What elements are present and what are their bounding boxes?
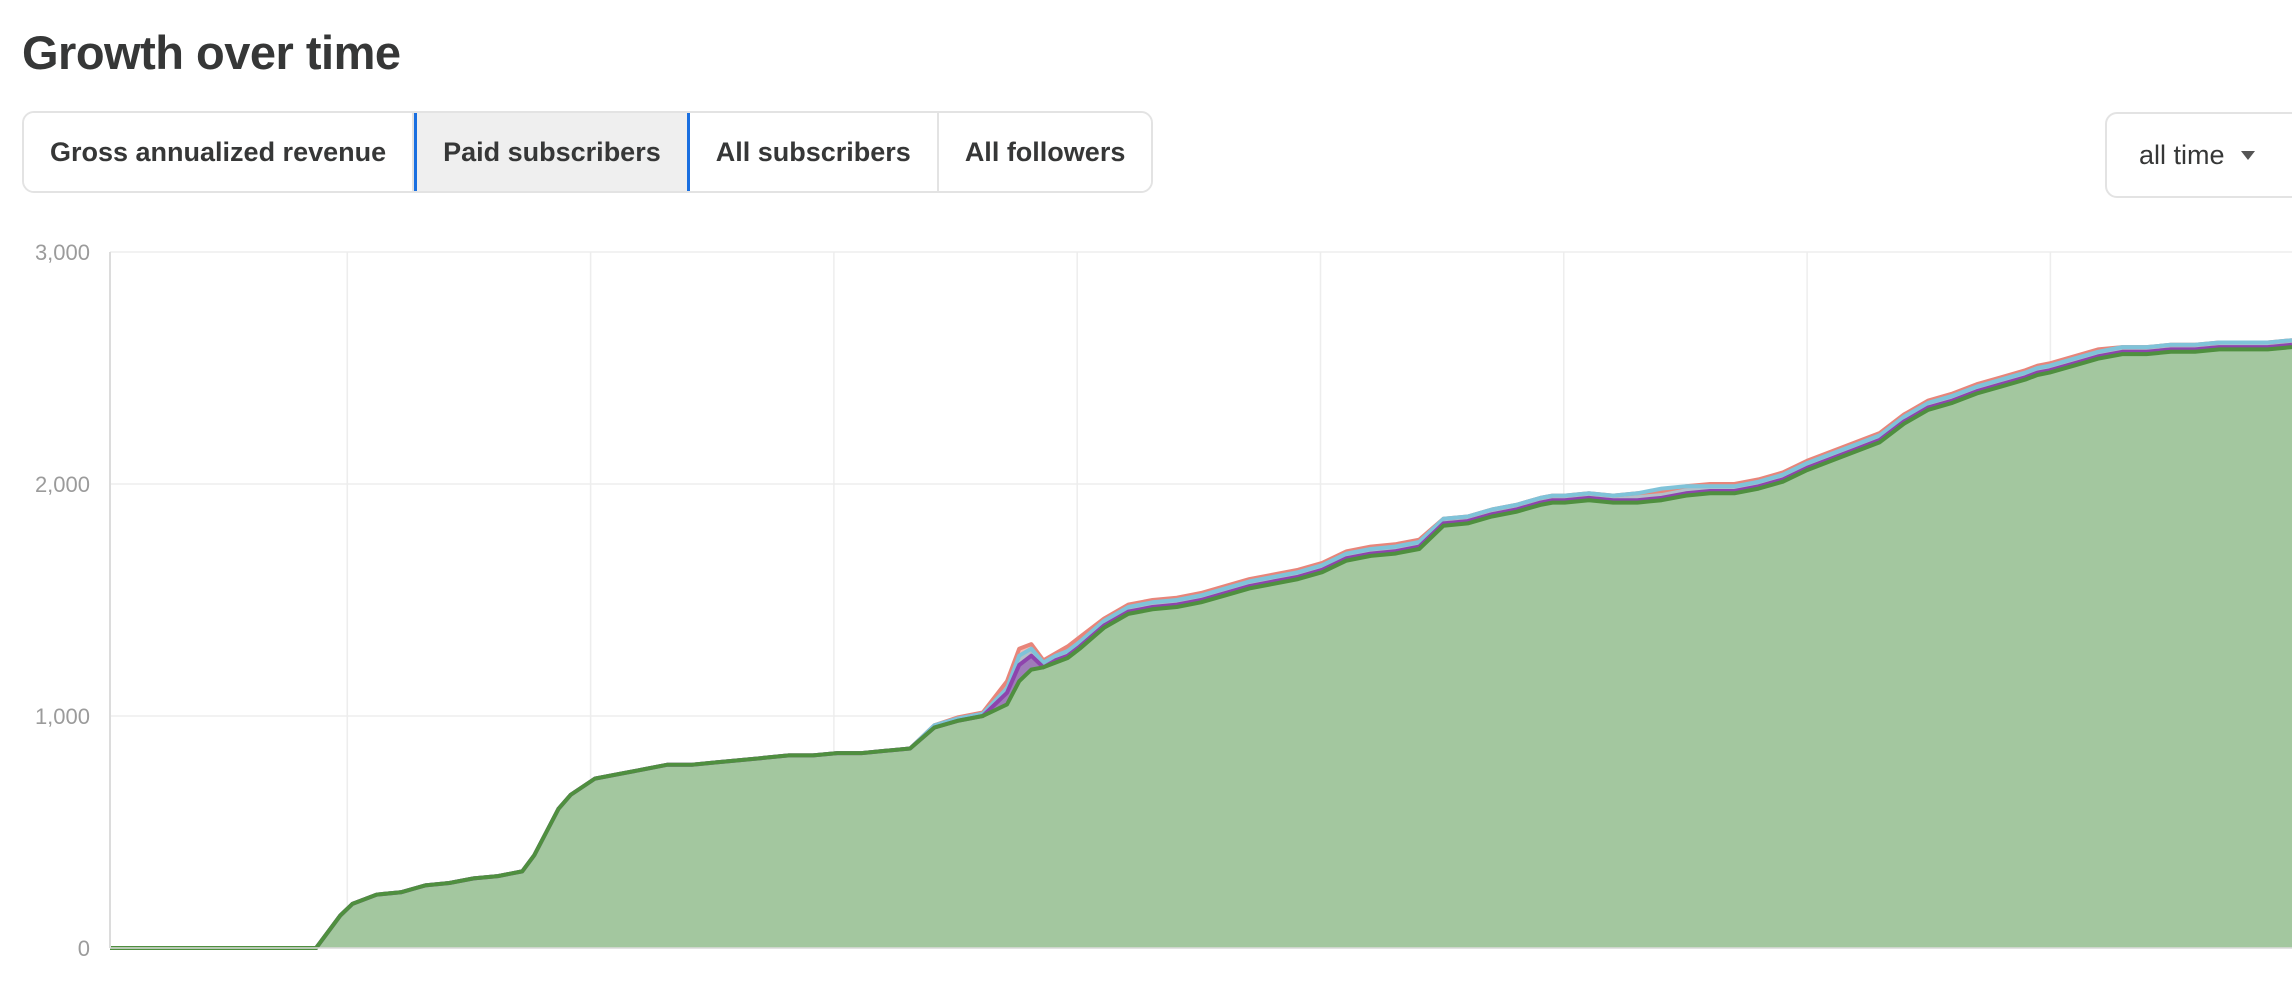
chart-areas [110, 340, 2292, 949]
y-tick-label: 0 [78, 936, 90, 961]
chart-y-axis: 0 1,000 2,000 3,000 [35, 240, 2292, 961]
series-area [110, 347, 2292, 949]
growth-chart-svg: 0 1,000 2,000 3,000 [35, 240, 2292, 961]
growth-chart: 0 1,000 2,000 3,000 [0, 230, 2292, 983]
y-tick-label: 2,000 [35, 472, 90, 497]
chart-lines [110, 338, 2292, 950]
tab-all-followers[interactable]: All followers [938, 113, 1152, 191]
tab-gross-annualized-revenue[interactable]: Gross annualized revenue [24, 113, 415, 191]
y-tick-label: 3,000 [35, 240, 90, 265]
page-title: Growth over time [22, 26, 401, 79]
caret-down-icon [2240, 150, 2255, 160]
tab-paid-subscribers[interactable]: Paid subscribers [414, 113, 690, 191]
time-range-value: all time [2139, 139, 2225, 170]
metric-tabs: Gross annualized revenue Paid subscriber… [22, 111, 1154, 193]
time-range-select[interactable]: all time [2105, 112, 2292, 198]
y-tick-label: 1,000 [35, 704, 90, 729]
series-line [110, 345, 2292, 950]
tab-all-subscribers[interactable]: All subscribers [689, 113, 939, 191]
